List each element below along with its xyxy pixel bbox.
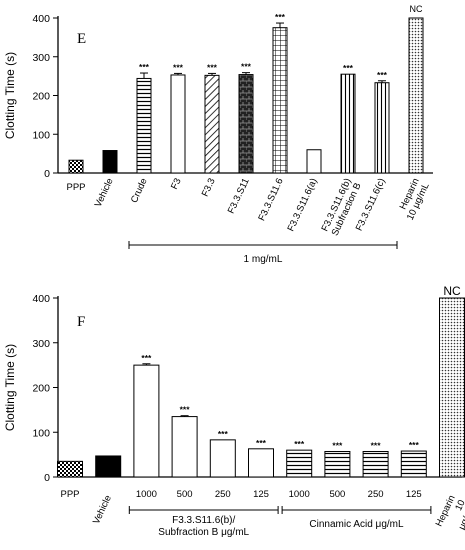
y-tick-label: 200 xyxy=(32,91,50,103)
not-coagulated-label: NC xyxy=(410,4,423,14)
y-tick-label: 0 xyxy=(44,472,50,484)
significance-label: *** xyxy=(139,62,150,72)
bar xyxy=(102,150,118,174)
panel-letter: F xyxy=(77,314,85,330)
significance-label: *** xyxy=(256,438,267,448)
category-label: 1000 xyxy=(289,489,310,500)
category-label: Vehicle xyxy=(93,177,116,209)
group-label: Cinnamic Acid μg/mL xyxy=(309,519,404,530)
panel-e-chart: 0 100 200 300 400 Clotting Time (s) E *** *** ***… xyxy=(3,4,433,265)
y-tick-label: 0 xyxy=(44,168,50,180)
significance-label: *** xyxy=(409,440,420,450)
bar xyxy=(170,74,186,174)
significance-label: *** xyxy=(343,63,354,73)
category-label: 500 xyxy=(177,489,193,500)
category-label: F3.3.S11.6(a) xyxy=(285,177,319,234)
panel-f-chart: 0 100 200 300 400 Clotting Time (s) F *** *** ***… xyxy=(3,284,465,538)
bar xyxy=(95,455,122,478)
significance-label: *** xyxy=(173,62,184,72)
category-label: F3.3.S11 xyxy=(226,177,252,216)
bar xyxy=(133,364,160,478)
category-label: Heparin10 μg/mL xyxy=(395,177,432,222)
y-tick-label: 100 xyxy=(32,427,50,439)
significance-label: *** xyxy=(207,62,218,72)
bar xyxy=(374,82,390,174)
category-label: 125 xyxy=(406,489,422,500)
category-label: 250 xyxy=(215,489,231,500)
bar xyxy=(248,448,274,478)
y-tick-label: 200 xyxy=(32,383,50,395)
significance-label: *** xyxy=(377,70,388,80)
category-label: F3.3.S11.6 xyxy=(256,177,285,223)
bar xyxy=(408,17,424,174)
bar xyxy=(209,439,236,478)
category-label: Heparin10μg/mL xyxy=(434,494,465,538)
significance-label: *** xyxy=(371,440,382,450)
significance-label: *** xyxy=(141,353,152,363)
category-label: 250 xyxy=(368,489,384,500)
bar xyxy=(340,73,356,174)
bar xyxy=(306,149,322,174)
category-label: 500 xyxy=(329,489,345,500)
category-label: F3 xyxy=(169,177,184,192)
bar xyxy=(272,27,288,174)
bar xyxy=(439,297,465,478)
significance-label: *** xyxy=(275,12,286,22)
bar xyxy=(286,449,313,478)
y-tick-label: 300 xyxy=(32,338,50,350)
not-coagulated-label: NC xyxy=(443,284,461,298)
bar xyxy=(362,450,389,478)
category-label: Vehicle xyxy=(91,494,114,526)
y-tick-label: 400 xyxy=(32,293,50,305)
bar xyxy=(136,77,152,174)
category-label: PPP xyxy=(66,182,85,193)
bar xyxy=(324,450,351,478)
panel-letter: E xyxy=(77,31,86,47)
bar xyxy=(238,74,254,174)
significance-label: *** xyxy=(180,405,191,415)
significance-label: *** xyxy=(332,440,343,450)
significance-label: *** xyxy=(241,62,252,72)
y-tick-label: 400 xyxy=(32,13,50,25)
category-label: F3.3 xyxy=(200,177,218,199)
y-axis-title: Clotting Time (s) xyxy=(3,52,17,139)
significance-label: *** xyxy=(294,439,305,449)
group-label: 1 mg/mL xyxy=(244,254,283,265)
bar xyxy=(68,159,84,174)
bar xyxy=(57,460,83,478)
significance-label: *** xyxy=(218,429,229,439)
bar xyxy=(171,416,198,478)
y-tick-label: 300 xyxy=(32,52,50,64)
bar xyxy=(400,450,427,478)
group-label: F3.3.S11.6(b)/Subfraction B μg/mL xyxy=(158,515,249,538)
y-axis-title: Clotting Time (s) xyxy=(3,344,17,431)
bar xyxy=(204,74,220,174)
category-label: Crude xyxy=(129,177,150,205)
category-label: 1000 xyxy=(136,489,157,500)
y-tick-label: 100 xyxy=(32,129,50,141)
category-label: PPP xyxy=(60,489,79,500)
category-label: 125 xyxy=(253,489,269,500)
